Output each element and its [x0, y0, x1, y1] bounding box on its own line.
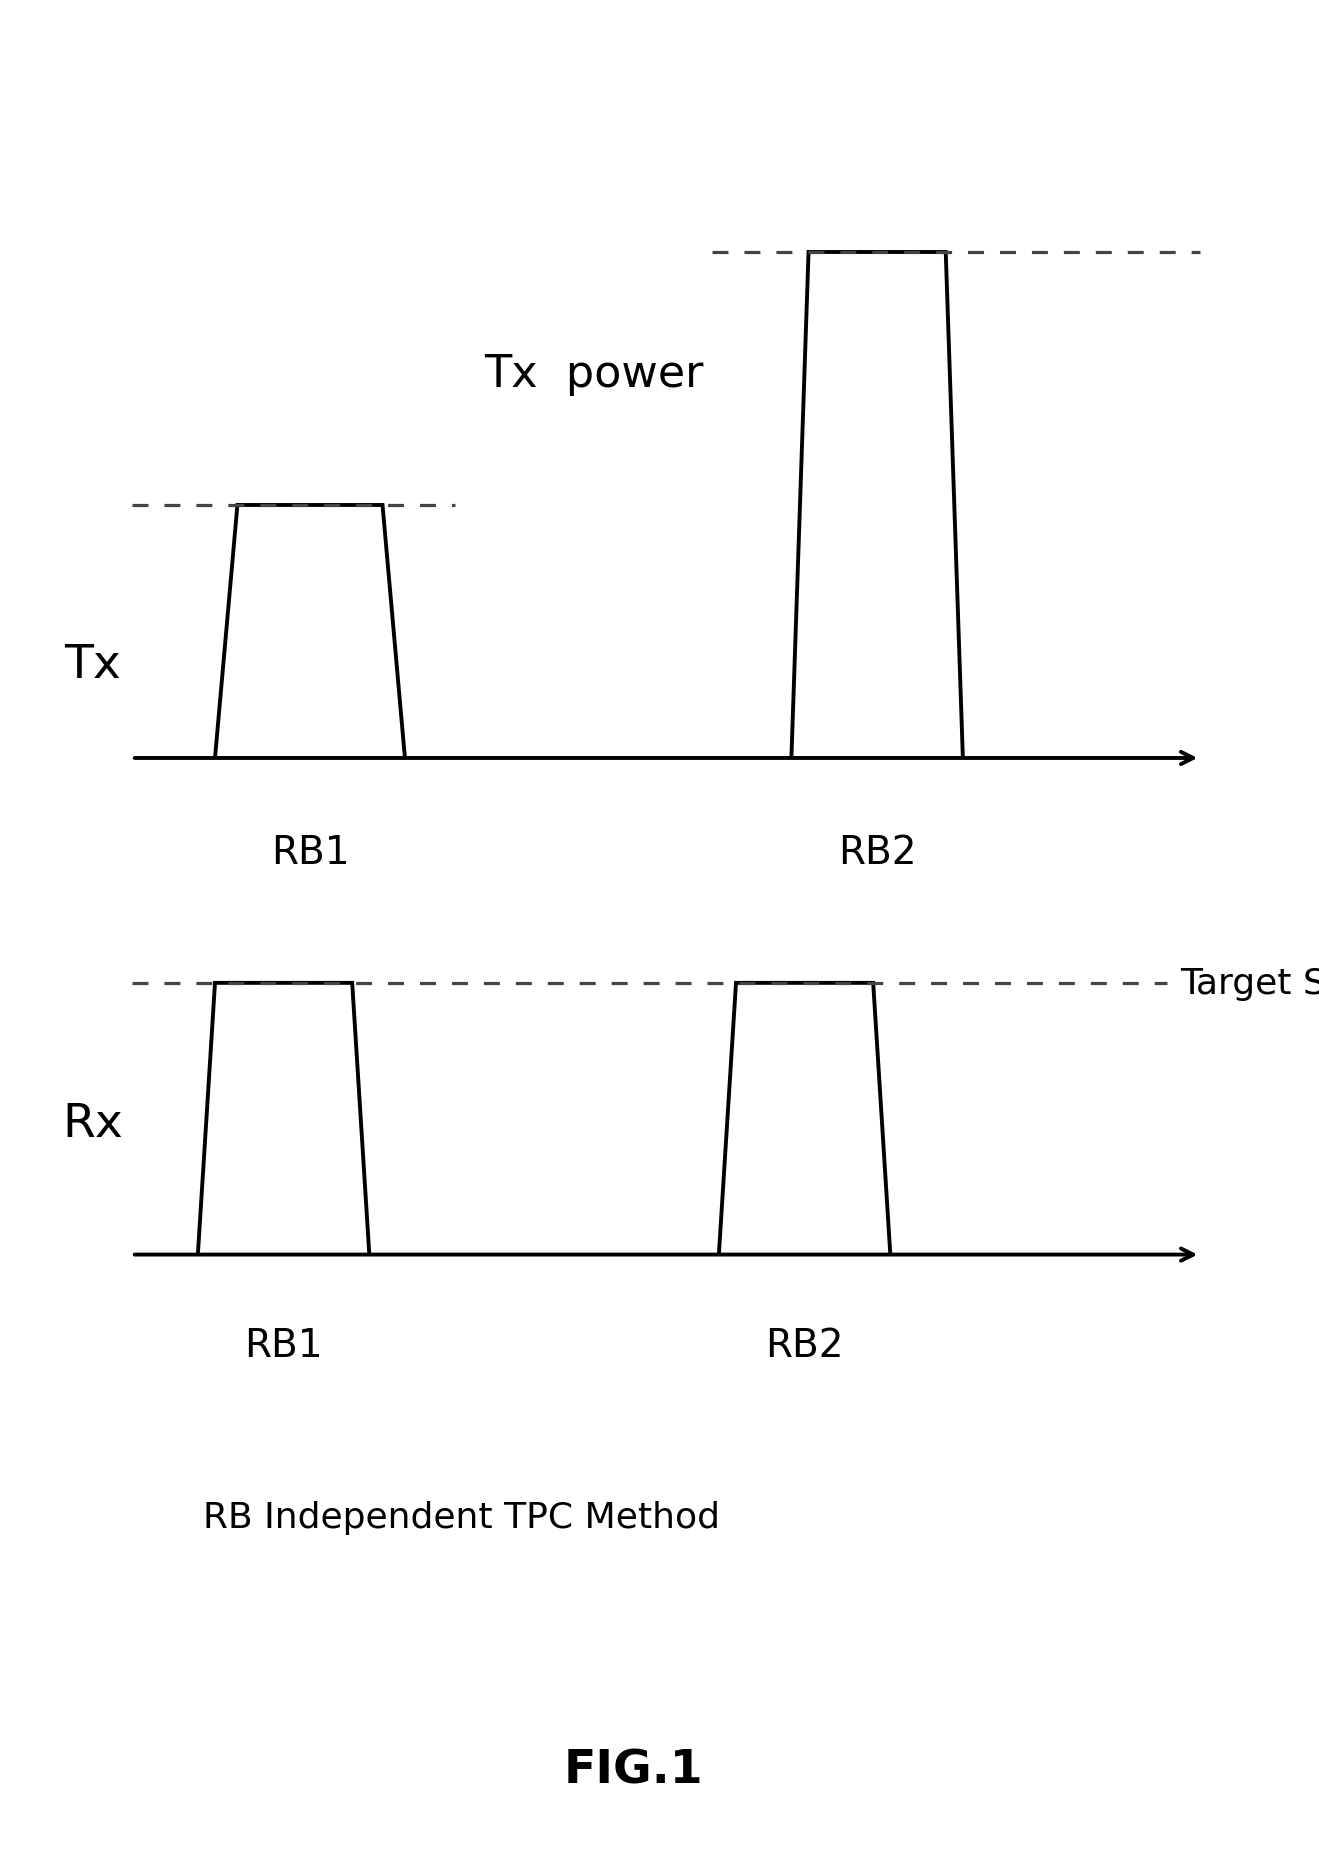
- Text: RB2: RB2: [765, 1326, 844, 1364]
- Text: Rx: Rx: [62, 1101, 123, 1146]
- Text: FIG.1: FIG.1: [563, 1748, 703, 1792]
- Text: RB Independent TPC Method: RB Independent TPC Method: [203, 1500, 720, 1534]
- Text: RB1: RB1: [270, 833, 350, 871]
- Text: Tx: Tx: [63, 642, 121, 687]
- Text: Tx  power: Tx power: [484, 354, 703, 395]
- Text: Target SINR: Target SINR: [1181, 966, 1319, 1000]
- Text: RB1: RB1: [244, 1326, 323, 1364]
- Text: RB2: RB2: [838, 833, 917, 871]
